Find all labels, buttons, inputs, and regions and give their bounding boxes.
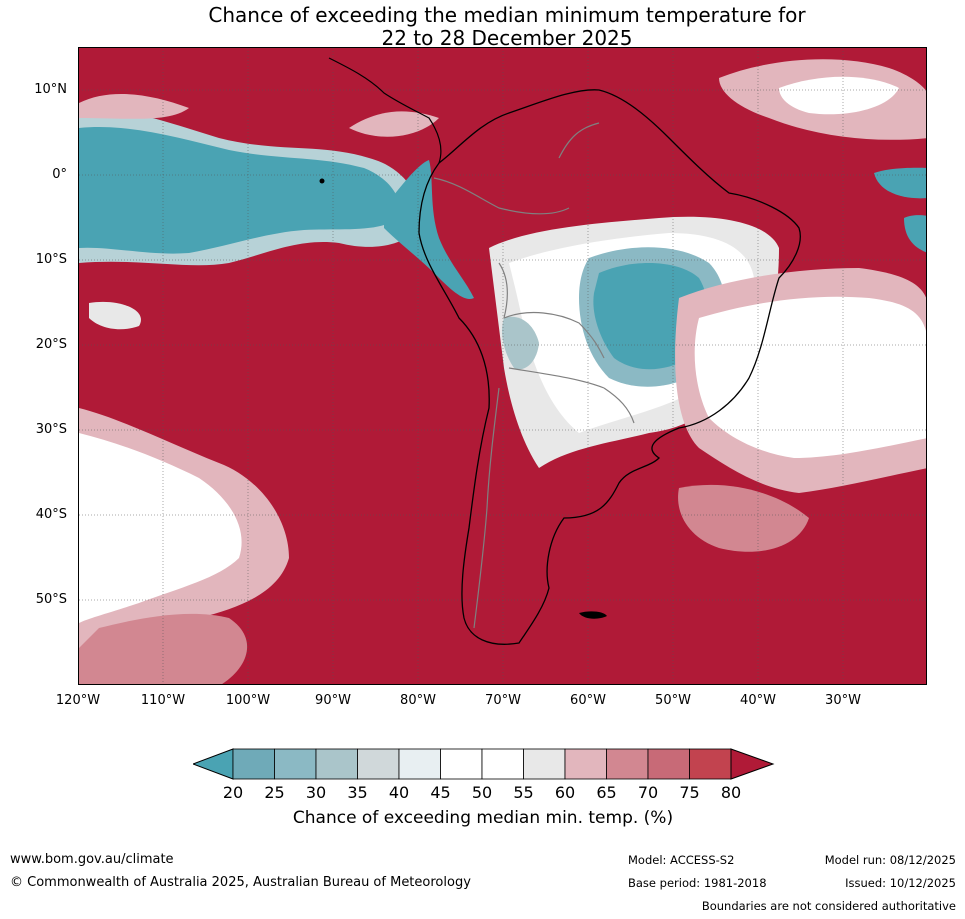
graticule [79,48,926,684]
lon-label-120w: 120°W [55,693,101,708]
colorbar-tick-70: 70 [637,783,659,802]
white-region-south-pacific [79,433,242,623]
lat-label-20s: 20°S [35,337,67,352]
title-line-1: Chance of exceeding the median minimum t… [208,3,806,27]
central-america-coastline [328,57,442,164]
pink-region-se-atlantic [678,484,809,552]
colorbar-tick-55: 55 [513,783,534,802]
lon-label-40w: 40°W [740,693,776,708]
model-name: Model: ACCESS-S2 [628,853,735,867]
boundaries-disclaimer: Boundaries are not considered authoritat… [701,899,956,913]
colorbar-bin-35-40 [357,748,400,780]
galapagos-islands [319,178,325,184]
lon-label-110w: 110°W [140,693,186,708]
base-period: Base period: 1981-2018 [628,876,767,890]
pink-region-central-pacific [89,301,141,330]
colorbar-bin-65-70 [606,748,649,780]
colorbar-tick-20: 20 [222,783,244,802]
colorbar-title: Chance of exceeding median min. temp. (%… [292,808,674,828]
cool-region-eq-atlantic [874,167,926,199]
colorbar-high-arrow [730,748,775,780]
colorbar-bin-70-75 [647,748,690,780]
map-canvas [79,48,926,684]
white-region-south-atlantic [694,296,926,458]
lon-label-80w: 80°W [400,693,436,708]
colorbar-bin-30-35 [315,748,358,780]
colorbar-tick-60: 60 [554,783,576,802]
lon-label-50w: 50°W [655,693,691,708]
colorbar-bin-55-60 [523,748,566,780]
country-borders [433,122,635,629]
lat-label-50s: 50°S [35,592,67,607]
lon-label-30w: 30°W [825,693,861,708]
lat-label-10s: 10°S [35,252,67,267]
colorbar-tick-75: 75 [679,783,700,802]
lon-label-100w: 100°W [225,693,271,708]
colorbar-bin-40-45 [398,748,441,780]
colorbar-tick-35: 35 [347,783,368,802]
colorbar-bin-20-25 [232,748,275,780]
colorbar-bin-75-80 [689,748,732,780]
chart-title: Chance of exceeding the median minimum t… [0,4,965,50]
model-run-date: Model run: 08/12/2025 [824,853,956,867]
issued-date: Issued: 10/12/2025 [845,876,956,890]
colorbar-tick-30: 30 [305,783,327,802]
cool-region-bolivia [502,316,539,370]
south-america-coastline [418,89,801,645]
map-panel [78,47,927,685]
colorbar-tick-25: 25 [264,783,285,802]
colorbar-tick-80: 80 [720,783,742,802]
colorbar-bin-45-50 [440,748,483,780]
cool-core-pacific [79,127,400,254]
colorbar-tick-40: 40 [388,783,410,802]
pink-region-n-pacific [79,93,189,119]
colorbar-tick-65: 65 [596,783,617,802]
lon-label-60w: 60°W [570,693,606,708]
lat-label-0: 0° [52,167,67,182]
colorbar-bin-25-30 [274,748,317,780]
colorbar-low-arrow [193,748,234,780]
colorbar-bin-60-65 [564,748,607,780]
colorbar-tick-50: 50 [471,783,493,802]
colorbar-tick-45: 45 [430,783,451,802]
lon-label-70w: 70°W [485,693,521,708]
lat-label-30s: 30°S [35,422,67,437]
white-region-n-atlantic [779,76,899,115]
lon-label-90w: 90°W [315,693,351,708]
cool-region-ecuador [384,160,474,299]
lat-label-10n: 10°N [34,82,67,97]
title-line-2: 22 to 28 December 2025 [381,26,633,50]
website-link[interactable]: www.bom.gov.au/climate [10,852,174,867]
falkland-islands [579,611,607,619]
cool-region-eq-atlantic-2 [904,215,926,253]
copyright-text: © Commonwealth of Australia 2025, Austra… [10,875,471,890]
colorbar-bin-50-55 [481,748,524,780]
pink-region-caribbean [349,111,439,137]
colorbar-legend [193,748,775,780]
lat-label-40s: 40°S [35,507,67,522]
